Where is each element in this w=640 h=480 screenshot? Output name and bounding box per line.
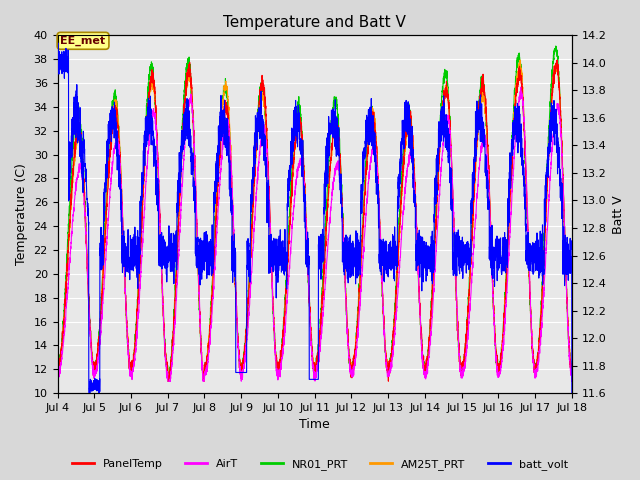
Title: Temperature and Batt V: Temperature and Batt V [223,15,406,30]
X-axis label: Time: Time [300,419,330,432]
Legend: PanelTemp, AirT, NR01_PRT, AM25T_PRT, batt_volt: PanelTemp, AirT, NR01_PRT, AM25T_PRT, ba… [68,455,572,474]
Y-axis label: Batt V: Batt V [612,195,625,234]
Text: EE_met: EE_met [60,36,106,46]
Y-axis label: Temperature (C): Temperature (C) [15,163,28,265]
